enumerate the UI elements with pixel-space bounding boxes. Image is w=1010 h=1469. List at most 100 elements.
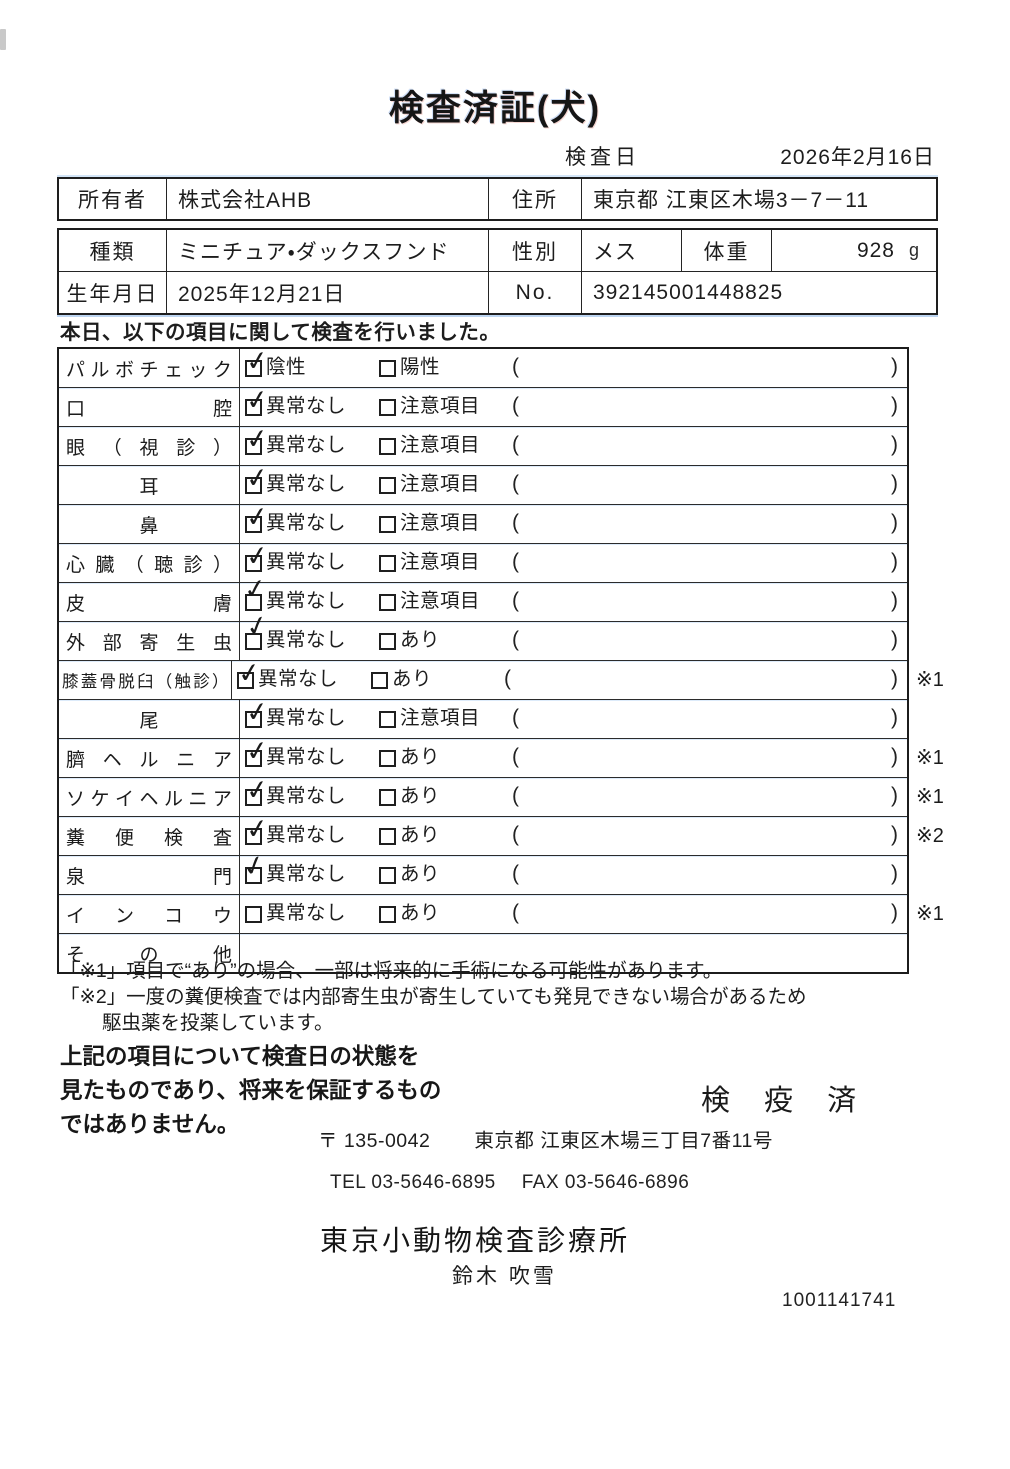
option-secondary-label: あり xyxy=(400,863,441,885)
item-label-char: パ xyxy=(66,359,86,381)
birth-value: 2025年12月21日 xyxy=(167,272,489,313)
weight-value: 928 g xyxy=(772,230,936,272)
checklist-item-label: パルボチェック xyxy=(59,349,240,387)
checklist-item-result: ✓ 異常なし 注意項目 () xyxy=(240,423,907,465)
item-label-char: ル xyxy=(139,749,159,771)
checkbox-secondary xyxy=(379,477,396,494)
disclaimer-paragraph: 上記の項目について検査日の状態を 見たものであり、将来を保証するもの ではありま… xyxy=(60,1040,441,1142)
option-secondary-label: あり xyxy=(400,629,441,651)
checklist-item-label: 糞便検査 xyxy=(59,817,240,855)
item-label-char: チ xyxy=(139,359,159,381)
item-label-char: 膝 xyxy=(62,673,79,691)
item-label-char: ニ xyxy=(188,788,208,810)
checklist-item-result: ✓ 陰性 陽性 () xyxy=(240,345,907,387)
check-mark-icon: ✓ xyxy=(239,848,270,885)
checklist-row: 臍ヘルニア ✓ 異常なし あり() ※1 xyxy=(59,735,944,778)
item-label-char: の xyxy=(139,944,159,966)
checkbox-primary: ✓ xyxy=(244,540,271,574)
checklist-item-label: 耳 xyxy=(59,466,240,504)
remarks-paren-open: ( xyxy=(512,394,519,417)
item-label-char: 検 xyxy=(163,827,183,849)
remarks-paren-open: ( xyxy=(512,433,519,456)
checklist-row: 口腔 ✓ 異常なし 注意項目() xyxy=(59,384,907,427)
checkbox-secondary xyxy=(379,906,396,923)
item-label-char: 泉 xyxy=(66,866,86,888)
remarks-paren-close: ) xyxy=(891,511,898,534)
option-secondary-label: あり xyxy=(400,902,441,924)
item-label-char: ェ xyxy=(163,359,183,381)
item-label-char: そ xyxy=(66,944,86,966)
item-label-char: 臼 xyxy=(137,673,154,691)
checklist-item-label: ソケイヘルニア xyxy=(59,778,240,816)
remarks-paren-close: ) xyxy=(891,862,898,885)
item-label-char: コ xyxy=(163,905,183,927)
item-label-char: 臓 xyxy=(95,554,115,576)
option-primary-label: 異常なし xyxy=(266,395,347,417)
option-secondary-label: 注意項目 xyxy=(400,512,481,534)
sex-value: メス xyxy=(582,230,682,272)
checklist-item-result: ✓ 異常なし 注意項目 () xyxy=(240,384,907,426)
remarks-paren-close: ) xyxy=(891,355,898,378)
remarks-paren-close: ) xyxy=(891,823,898,846)
checklist-item-result: ✓ 異常なし あり () xyxy=(240,609,907,660)
checkbox-secondary xyxy=(379,633,396,650)
checkbox-primary: ✓ xyxy=(244,501,271,535)
option-primary-label: 異常なし xyxy=(266,863,347,885)
item-label-char: 生 xyxy=(176,632,196,654)
note-ref-mark: ※1 xyxy=(916,669,944,691)
veterinarian-name: 鈴木 吹雪 xyxy=(452,1265,557,1288)
quarantine-stamp: 検 疫 済 xyxy=(701,1085,870,1117)
item-label-char: 外 xyxy=(66,632,86,654)
item-label-char: ッ xyxy=(188,359,208,381)
remarks-paren-open: ( xyxy=(512,472,519,495)
checklist-item-result: ✓ 異常なし 注意項目 () xyxy=(240,696,907,738)
item-label-char: 便 xyxy=(114,827,134,849)
option-secondary-label: あり xyxy=(392,668,433,690)
inspection-date-label: 検査日 xyxy=(565,146,640,169)
remarks-paren-close: ) xyxy=(891,628,898,651)
no-label: No. xyxy=(489,272,582,313)
remarks-paren-close: ) xyxy=(891,706,898,729)
option-secondary-label: あり xyxy=(400,746,441,768)
remarks-paren-close: ) xyxy=(891,784,898,807)
option-primary-label: 異常なし xyxy=(266,590,347,612)
checklist-item-label: インコウ xyxy=(59,895,240,933)
checkbox-primary: ✓ xyxy=(236,657,263,691)
checklist-item-result: ✓ 異常なし あり () xyxy=(240,774,907,816)
checkbox-primary: ✓ xyxy=(244,774,271,808)
checklist-row: 外部寄生虫 ✓ 異常なし あり() xyxy=(59,609,907,661)
checklist-item-label: 口腔 xyxy=(59,388,240,426)
disclaimer-line: 上記の項目について検査日の状態を xyxy=(60,1044,420,1069)
checklist-item-result: ✓ 異常なし 注意項目 () xyxy=(240,540,907,582)
checklist-row: 皮膚 ✓ 異常なし 注意項目() xyxy=(59,573,907,622)
checklist-item-label: 膝蓋骨脱臼（触診） xyxy=(59,661,232,699)
breed-label: 種類 xyxy=(59,230,167,272)
weight-label: 体重 xyxy=(682,230,772,272)
checklist-item-result: ✓ 異常なし 注意項目 () xyxy=(240,501,907,543)
checkbox-secondary xyxy=(379,594,396,611)
checklist-item-result: ✓ 異常なし あり () xyxy=(240,735,907,777)
checkbox-secondary xyxy=(379,867,396,884)
option-primary-label: 異常なし xyxy=(266,824,347,846)
item-label-char: ア xyxy=(212,788,232,810)
item-label-char: イ xyxy=(114,788,134,810)
clinic-tel: TEL 03-5646-6895 xyxy=(330,1172,496,1193)
checklist-item-label: その他 xyxy=(59,934,240,972)
item-label-char: ） xyxy=(212,437,232,459)
item-label-char: 虫 xyxy=(212,632,232,654)
item-label-char: 心 xyxy=(66,554,86,576)
checklist-item-result: ✓ 異常なし 注意項目 () xyxy=(240,462,907,504)
item-label-char: ヘ xyxy=(139,788,159,810)
checklist-item-label: 泉門 xyxy=(59,856,240,894)
option-secondary-label: 注意項目 xyxy=(400,551,481,573)
item-label-char: 視 xyxy=(139,437,159,459)
owner-address: 東京都 江東区木場3－7－11 xyxy=(593,189,869,212)
checkbox-primary: ✓ xyxy=(244,423,271,457)
checklist-item-label: 臍ヘルニア xyxy=(59,739,240,777)
weight-number: 928 xyxy=(856,238,895,262)
birth-label: 生年月日 xyxy=(59,272,167,313)
note-ref-mark: ※1 xyxy=(916,903,944,925)
checkbox-secondary xyxy=(379,360,396,377)
checkbox-secondary xyxy=(379,399,396,416)
remarks-paren-close: ) xyxy=(891,472,898,495)
